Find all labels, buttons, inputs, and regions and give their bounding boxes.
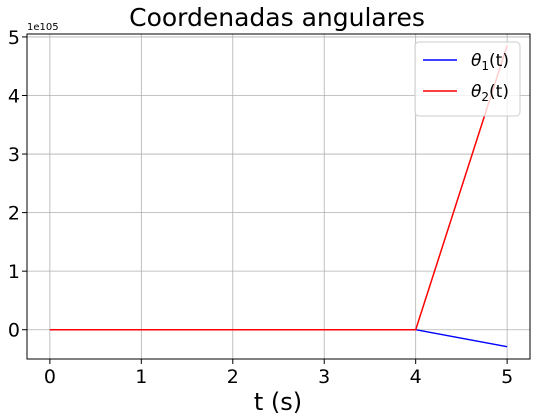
- legend-label-1: θ1(t): [471, 51, 509, 73]
- legend: θ1(t) θ2(t): [414, 41, 521, 117]
- series-line-2: [49, 45, 508, 331]
- series-line-1: [49, 328, 508, 348]
- y-tick-label: 3: [8, 144, 20, 166]
- y-tick-label: 5: [8, 27, 20, 49]
- x-axis-label: t (s): [254, 388, 302, 416]
- y-tick-label: 4: [8, 85, 20, 107]
- series-lines: [49, 45, 508, 348]
- y-tick-label: 0: [8, 320, 20, 342]
- x-tick-label: 2: [227, 366, 239, 388]
- axis-ticks: 0 1 2 3 4 5 0 1 2 3 4 5: [8, 27, 513, 388]
- x-tick-label: 4: [410, 366, 422, 388]
- legend-label-2: θ2(t): [471, 82, 509, 104]
- chart-title: Coordenadas angulares: [129, 3, 425, 32]
- x-tick-label: 3: [318, 366, 330, 388]
- y-offset-label: 1e105: [27, 22, 59, 33]
- x-tick-label: 1: [135, 366, 147, 388]
- x-tick-label: 5: [501, 366, 513, 388]
- x-tick-label: 0: [44, 366, 56, 388]
- y-tick-label: 2: [8, 203, 20, 225]
- y-tick-label: 1: [8, 261, 20, 283]
- plot-frame: [26, 33, 531, 360]
